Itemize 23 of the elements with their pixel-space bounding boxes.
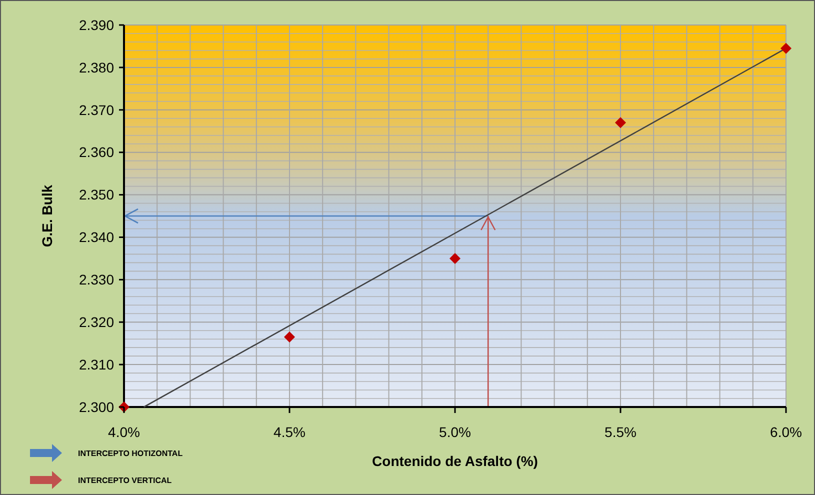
point: [284, 331, 295, 342]
x-tick-label: 5.5%: [604, 424, 636, 440]
legend-label: INTERCEPTO HOTIZONTAL: [78, 448, 183, 458]
y-tick-label: 2.360: [78, 144, 114, 160]
x-tick-label: 6.0%: [770, 424, 802, 440]
point: [615, 117, 626, 128]
y-tick-label: 2.320: [78, 314, 114, 330]
y-tick-label: 2.350: [78, 186, 114, 203]
legend-label: INTERCEPTO VERTICAL: [78, 476, 172, 485]
point: [780, 42, 792, 54]
y-tick-label: 2.370: [78, 102, 114, 118]
x-tick-label: 4.0%: [108, 424, 140, 440]
y-axis-title: G.E. Bulk: [39, 184, 55, 248]
y-tick-label: 2.390: [78, 16, 114, 33]
x-tick-label: 4.5%: [274, 424, 306, 440]
point: [450, 252, 460, 264]
y-tick-label: 2.330: [78, 272, 114, 288]
x-axis-title: Contenido de Asfalto (%): [372, 453, 538, 469]
y-tick-label: 2.310: [78, 356, 114, 372]
y-tick-label: 2.380: [78, 59, 114, 76]
y-tick-label: 2.340: [78, 229, 114, 246]
y-tick-label: 2.300: [78, 398, 114, 415]
x-tick-label: 5.0%: [439, 424, 471, 440]
